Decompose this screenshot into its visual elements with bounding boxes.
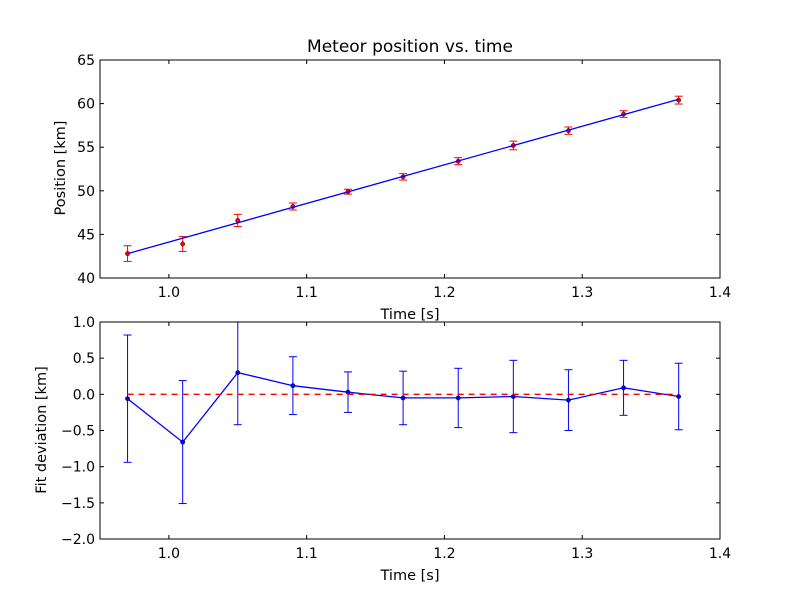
y-tick-label: −1.5 (61, 496, 95, 512)
data-point (510, 394, 516, 399)
deviation-plot: Time [s] Fit deviation [km] 1.0 1.1 1.2 1.3… (34, 315, 731, 584)
y-tick-label: 45 (77, 227, 95, 243)
x-tick-label: 1.3 (571, 546, 593, 562)
x-tick-label: 1.1 (296, 546, 318, 562)
x-axis-label: Time [s] (380, 307, 440, 323)
plot-area: 1.0 1.1 1.2 1.3 1.4 40 45 50 55 60 65 (77, 53, 731, 301)
y-tick-label: 0.5 (73, 351, 95, 367)
data-point (621, 385, 626, 391)
data-point (566, 397, 571, 403)
x-tick-label: 1.2 (433, 285, 455, 301)
axes-frame (99, 59, 721, 279)
y-tick-label: −0.5 (61, 424, 95, 440)
x-tick-label: 1.1 (296, 285, 318, 301)
x-tick-label: 1.2 (433, 546, 455, 562)
y-tick-label: −2.0 (61, 532, 95, 548)
x-tick-label: 1.0 (158, 546, 180, 562)
series-1 (127, 98, 679, 255)
position-plot: Meteor position vs. time Time [s] Positi… (53, 37, 731, 323)
data-point (455, 395, 461, 401)
fit-line (127, 98, 679, 255)
y-tick-label: 65 (77, 53, 95, 69)
data-point (180, 439, 186, 445)
y-tick-label: 50 (77, 184, 95, 200)
data-point (125, 396, 130, 402)
y-axis-label: Position [km] (53, 121, 69, 216)
y-tick-label: 1.0 (73, 315, 95, 331)
data-point (400, 395, 406, 401)
data-point (290, 383, 296, 389)
series-0 (123, 322, 683, 505)
y-tick-label: 60 (77, 97, 95, 113)
x-tick-label: 1.3 (571, 285, 593, 301)
y-tick-label: −1.0 (61, 460, 95, 476)
y-axis-label: Fit deviation [km] (34, 366, 50, 493)
x-axis-label: Time [s] (380, 568, 440, 584)
y-tick-label: 55 (77, 140, 95, 156)
plot-area: 1.0 1.1 1.2 1.3 1.4 −2.0 −1.5 −1.0 −0.5 0.0 0.5 1.0 (61, 315, 731, 562)
chart-title: Meteor position vs. time (307, 37, 513, 57)
x-tick-label: 1.4 (709, 285, 731, 301)
x-tick-label: 1.4 (709, 546, 731, 562)
y-tick-label: 40 (77, 271, 95, 287)
data-point (235, 370, 241, 376)
data-point (676, 394, 682, 399)
x-tick-label: 1.0 (158, 285, 180, 301)
data-point (180, 241, 186, 247)
y-tick-label: 0.0 (73, 387, 95, 403)
